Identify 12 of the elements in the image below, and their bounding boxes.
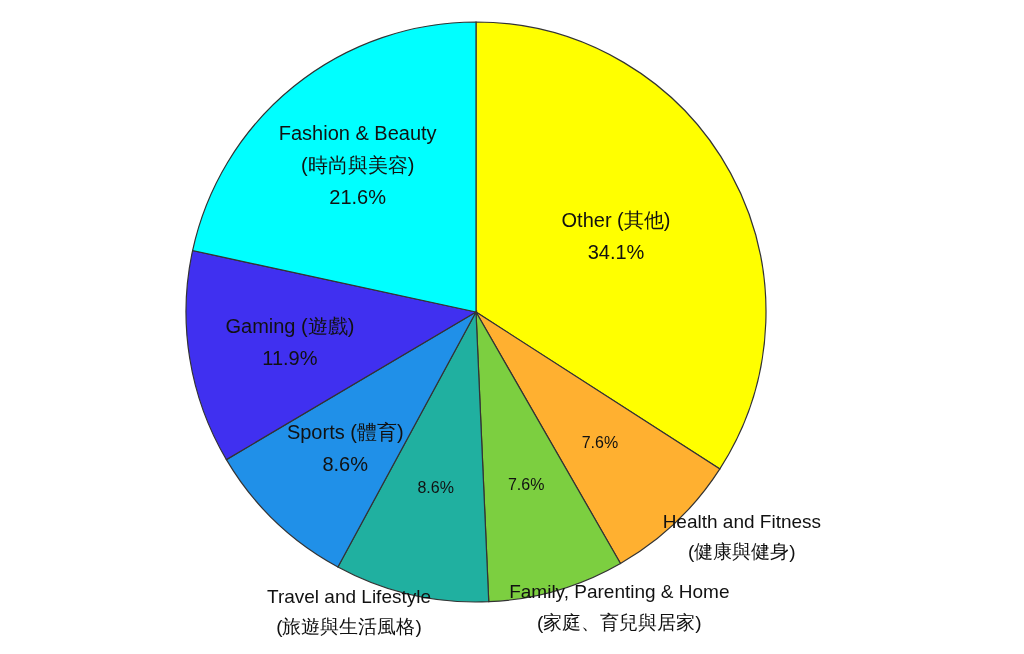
data-label: 7.6% <box>507 476 545 494</box>
data-label: 8.6% <box>417 478 454 496</box>
slice-label: Fashion & Beauty (時尚與美容) <box>278 122 437 177</box>
data-label: 11.9% <box>262 347 318 370</box>
slice-label: Travel and Lifestyle (旅遊與生活風格) <box>266 585 432 637</box>
slice-label: Sports (體育) <box>286 420 404 443</box>
slice-label: Other (其他) <box>561 208 671 231</box>
data-label: 8.6% <box>322 452 369 475</box>
data-label: 21.6% <box>329 186 387 209</box>
slice-label: Gaming (遊戲) <box>225 315 355 338</box>
data-label: 34.1% <box>587 240 645 263</box>
data-label: 7.6% <box>581 433 619 451</box>
